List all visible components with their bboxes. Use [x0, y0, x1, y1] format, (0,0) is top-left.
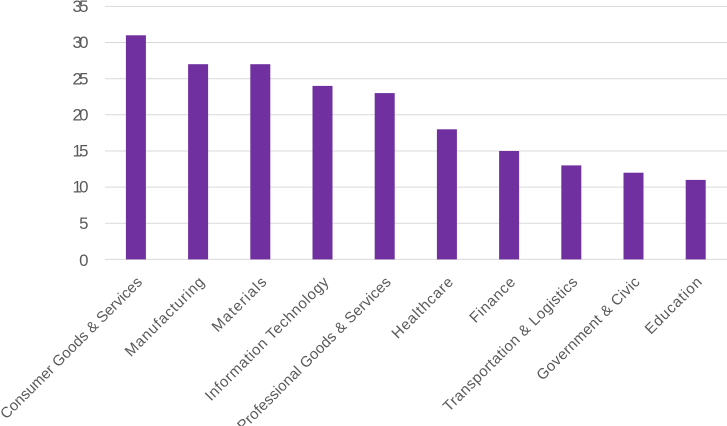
svg-text:30: 30	[73, 33, 89, 52]
svg-text:0: 0	[79, 251, 88, 270]
svg-text:20: 20	[73, 105, 89, 124]
svg-text:15: 15	[73, 142, 89, 161]
svg-text:Government & Civic: Government & Civic	[533, 273, 644, 384]
svg-text:Education: Education	[642, 274, 706, 338]
svg-text:Materials: Materials	[208, 274, 270, 336]
svg-text:5: 5	[79, 214, 88, 233]
svg-text:25: 25	[73, 69, 89, 88]
svg-text:Information Technology: Information Technology	[202, 273, 333, 404]
svg-text:35: 35	[73, 0, 89, 16]
svg-text:Finance: Finance	[466, 274, 519, 327]
svg-text:10: 10	[73, 178, 89, 197]
svg-text:Healthcare: Healthcare	[388, 274, 456, 342]
